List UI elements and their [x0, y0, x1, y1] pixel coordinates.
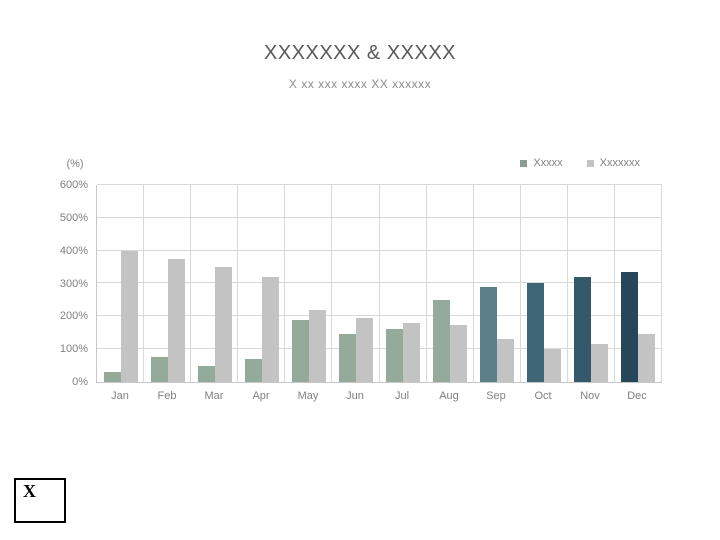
x-axis-tick-label: Jul [394, 390, 410, 402]
footer-box: X [14, 478, 66, 523]
footer-letter: X [23, 481, 36, 501]
vertical-gridline [331, 185, 332, 382]
bar-series1-feb [151, 357, 168, 382]
bar-series1-mar [198, 366, 215, 382]
y-axis-tick-labels: 600% 500% 400% 300% 200% 100% 0% [0, 179, 88, 388]
bar-series2-jun [356, 318, 373, 382]
legend-label-series2: Xxxxxxx [599, 157, 640, 169]
chart-legend: Xxxxx Xxxxxxx [520, 157, 640, 169]
vertical-gridline [473, 185, 474, 382]
x-axis-tick-label: Oct [534, 390, 552, 402]
vertical-gridline [614, 185, 615, 382]
vertical-gridline [284, 185, 285, 382]
page-title: XXXXXXX & XXXXX [263, 42, 457, 64]
page-subtitle: X xx xxx xxxx XX xxxxxx [288, 77, 432, 91]
y-axis-tick-label: 500% [59, 212, 88, 224]
bar-series2-dec [638, 334, 655, 382]
bar-series2-may [309, 310, 326, 382]
y-axis-tick-label: 0% [72, 376, 88, 388]
x-axis-tick-label: Feb [157, 390, 177, 402]
bar-series2-mar [215, 267, 232, 382]
y-axis-tick-label: 400% [59, 245, 88, 257]
bar-series2-aug [450, 325, 467, 382]
bar-series1-nov [574, 277, 591, 382]
bar-series1-apr [245, 359, 262, 382]
vertical-gridline [520, 185, 521, 382]
bar-series2-jul [403, 323, 420, 382]
bar-series1-may [292, 320, 309, 382]
x-axis-tick-label: Nov [580, 390, 600, 402]
bar-series1-jan [104, 372, 121, 382]
x-axis-tick-label: Dec [627, 390, 647, 402]
y-axis-unit-label: (%) [66, 158, 84, 170]
vertical-gridline [426, 185, 427, 382]
y-axis-tick-label: 100% [59, 343, 88, 355]
bar-series2-nov [591, 344, 608, 382]
legend-marker-series1-icon [520, 159, 528, 167]
legend-marker-series2-icon [586, 159, 594, 167]
x-axis-tick-label: Aug [439, 390, 459, 402]
bar-series2-oct [544, 349, 561, 382]
x-axis-tick-label: Jan [111, 390, 129, 402]
vertical-gridline [379, 185, 380, 382]
vertical-gridline [661, 185, 662, 382]
legend-item-series1: Xxxxx [520, 157, 563, 169]
x-axis-tick-label: Apr [252, 390, 270, 402]
vertical-gridline [143, 185, 144, 382]
bar-series2-feb [168, 259, 185, 382]
y-axis-tick-label: 300% [59, 278, 88, 290]
plot-area [96, 184, 662, 383]
legend-label-series1: Xxxxx [533, 157, 563, 169]
bar-series2-sep [497, 339, 514, 382]
vertical-gridline [567, 185, 568, 382]
legend-item-series2: Xxxxxxx [586, 157, 640, 169]
horizontal-gridline [97, 184, 662, 185]
y-axis-tick-label: 200% [59, 310, 88, 322]
vertical-gridline [190, 185, 191, 382]
bar-series1-dec [621, 272, 638, 382]
bar-series1-aug [433, 300, 450, 382]
x-axis-tick-label: Mar [204, 390, 224, 402]
bar-series1-jun [339, 334, 356, 382]
y-axis-tick-label: 600% [59, 179, 88, 191]
bar-series2-apr [262, 277, 279, 382]
bar-series1-oct [527, 283, 544, 382]
x-axis-tick-label: Sep [486, 390, 506, 402]
x-axis-tick-label: May [297, 390, 319, 402]
x-axis-tick-label: Jun [346, 390, 364, 402]
bar-series2-jan [121, 251, 138, 382]
bar-series1-jul [386, 329, 403, 382]
vertical-gridline [237, 185, 238, 382]
bar-series1-sep [480, 287, 497, 382]
x-axis-tick-labels: Jan Feb Mar Apr May Jun Jul Aug Sep Oct Nov Dec [96, 390, 661, 406]
